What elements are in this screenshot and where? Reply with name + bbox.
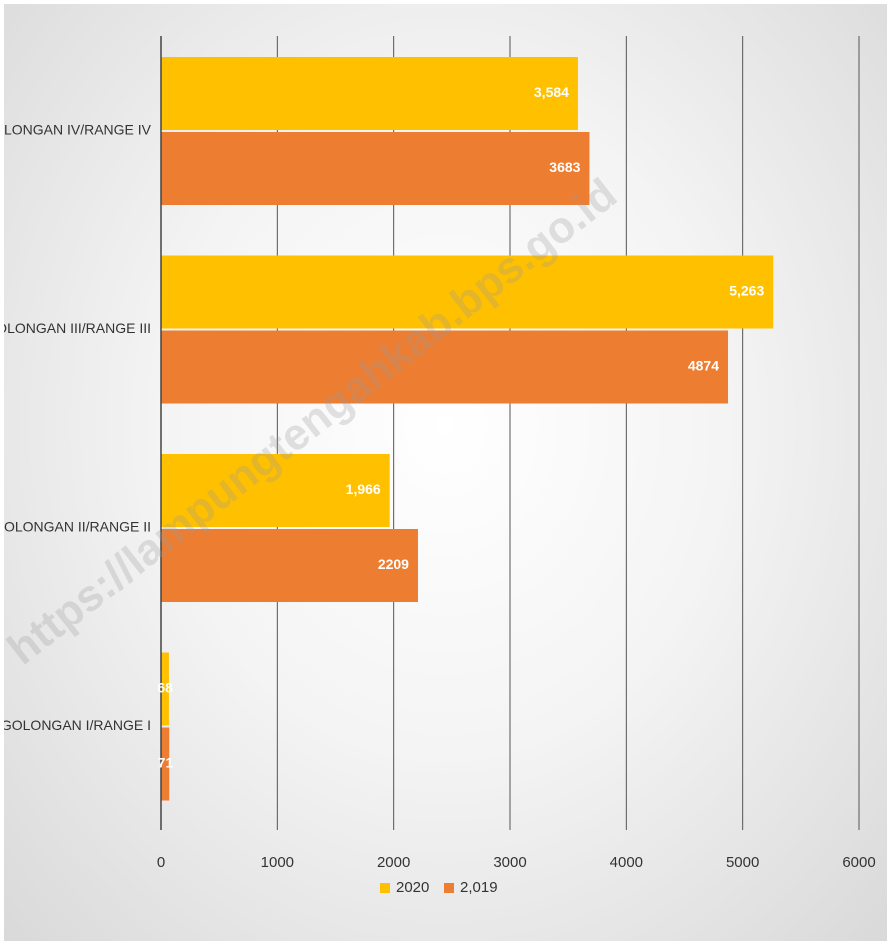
x-tick-label: 2000 <box>377 854 410 871</box>
x-tick-label: 4000 <box>610 854 643 871</box>
labels: 0 1000 2000 3000 4000 5000 6000 3,584 3683 GOLONG… <box>4 84 876 871</box>
x-tick-label: 3000 <box>493 854 526 871</box>
bar <box>161 529 418 602</box>
bar <box>161 727 170 801</box>
category-label: GOLONGAN III/RANGE III <box>4 320 151 336</box>
x-tick-label: 0 <box>157 854 165 871</box>
bar <box>161 57 578 130</box>
data-label: 1,966 <box>346 481 381 497</box>
legend-swatch <box>444 883 454 893</box>
data-label: 3683 <box>549 159 580 175</box>
chart-frame: 0 1000 2000 3000 4000 5000 6000 3,584 3683 GOLONG… <box>4 4 887 941</box>
x-tick-label: 5000 <box>726 854 759 871</box>
data-label: 4874 <box>688 358 719 374</box>
x-tick-label: 1000 <box>261 854 294 871</box>
legend-label: 2,019 <box>460 879 498 896</box>
bar <box>161 652 169 726</box>
bar-chart: 0 1000 2000 3000 4000 5000 6000 3,584 3683 GOLONG… <box>4 36 876 896</box>
bar <box>161 454 390 527</box>
x-tick-label: 6000 <box>842 854 875 871</box>
data-label: 5,263 <box>729 283 764 299</box>
data-label: 71 <box>158 755 174 771</box>
category-label: GOLONGAN IV/RANGE IV <box>4 122 152 138</box>
bars <box>161 57 774 801</box>
category-label: GOLONGAN I/RANGE I <box>4 717 151 733</box>
legend-swatch <box>380 883 390 893</box>
legend-label: 2020 <box>396 879 429 896</box>
category-label: GOLONGAN II/RANGE II <box>4 519 151 535</box>
legend: 2020 2,019 <box>380 879 498 896</box>
data-label: 3,584 <box>534 84 569 100</box>
bar <box>161 330 729 404</box>
data-label: 68 <box>157 680 173 696</box>
bar <box>161 132 590 205</box>
bar <box>161 255 774 329</box>
data-label: 2209 <box>378 556 409 572</box>
